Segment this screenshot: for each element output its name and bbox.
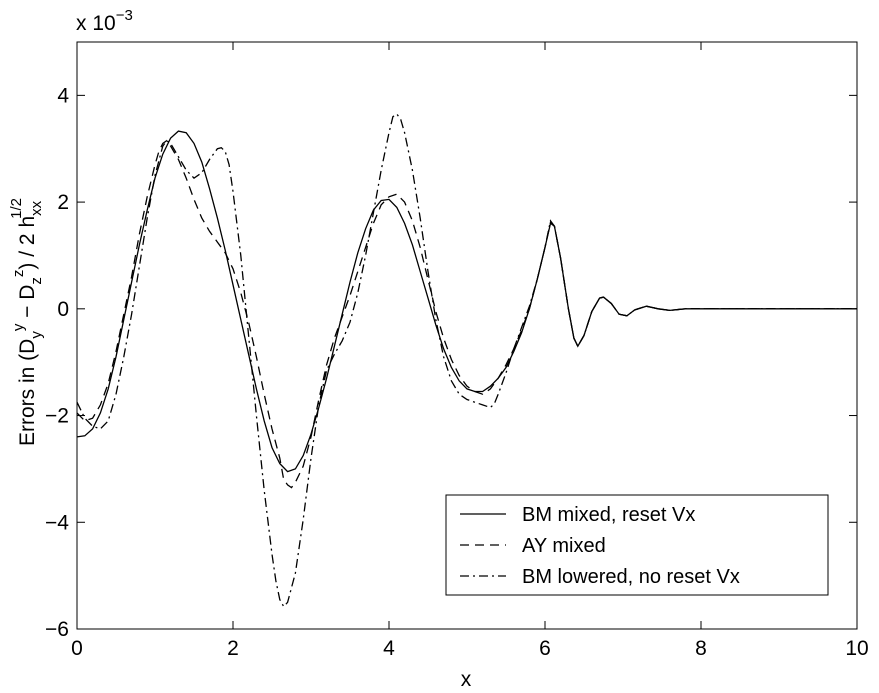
y-tick-label: −4 — [45, 511, 69, 534]
x-tick-label: 6 — [539, 637, 551, 660]
y-tick-label: −6 — [45, 618, 69, 641]
y-label-sub: xx — [28, 200, 45, 216]
x-tick-label: 2 — [227, 637, 239, 660]
series-layer — [76, 113, 857, 608]
y-tick-label: 2 — [57, 191, 69, 214]
series-line-3 — [76, 113, 857, 608]
legend-label-1: BM mixed, reset Vx — [522, 504, 695, 526]
y-axis-label: Errors in (Dyy − Dzz) / 2 hxx1/2 — [8, 198, 45, 446]
y-label-sup: y — [10, 323, 27, 331]
x-tick-label: 4 — [383, 637, 395, 660]
scale-label-base: x 10 — [76, 12, 116, 35]
y-label-part: Errors in (D — [16, 339, 39, 446]
y-label-sup: 1/2 — [8, 198, 25, 219]
y-tick-label: −2 — [45, 405, 69, 428]
y-tick-label: 4 — [57, 84, 69, 107]
scale-label: x 10−3 — [76, 7, 133, 35]
y-label-sub: y — [28, 331, 45, 339]
ticks-layer: 0 2 4 6 8 10 −6 −4 −2 0 2 4 — [45, 42, 869, 660]
legend-label-3: BM lowered, no reset Vx — [522, 566, 740, 588]
y-label-sub: z — [28, 277, 45, 285]
legend: BM mixed, reset Vx AY mixed BM lowered, no… — [445, 494, 829, 596]
x-axis-label: x — [461, 668, 472, 691]
legend-label-2: AY mixed — [522, 535, 606, 557]
x-tick-label: 10 — [845, 637, 868, 660]
scale-label-exponent: −3 — [116, 7, 133, 24]
legend-box — [445, 494, 829, 596]
y-tick-label: 0 — [57, 298, 69, 321]
y-label-sup: z — [10, 270, 27, 278]
x-tick-label: 8 — [695, 637, 707, 660]
x-tick-label: 0 — [71, 637, 83, 660]
y-label-part: ) / 2 h — [16, 216, 39, 270]
y-label-part: − D — [16, 285, 39, 324]
